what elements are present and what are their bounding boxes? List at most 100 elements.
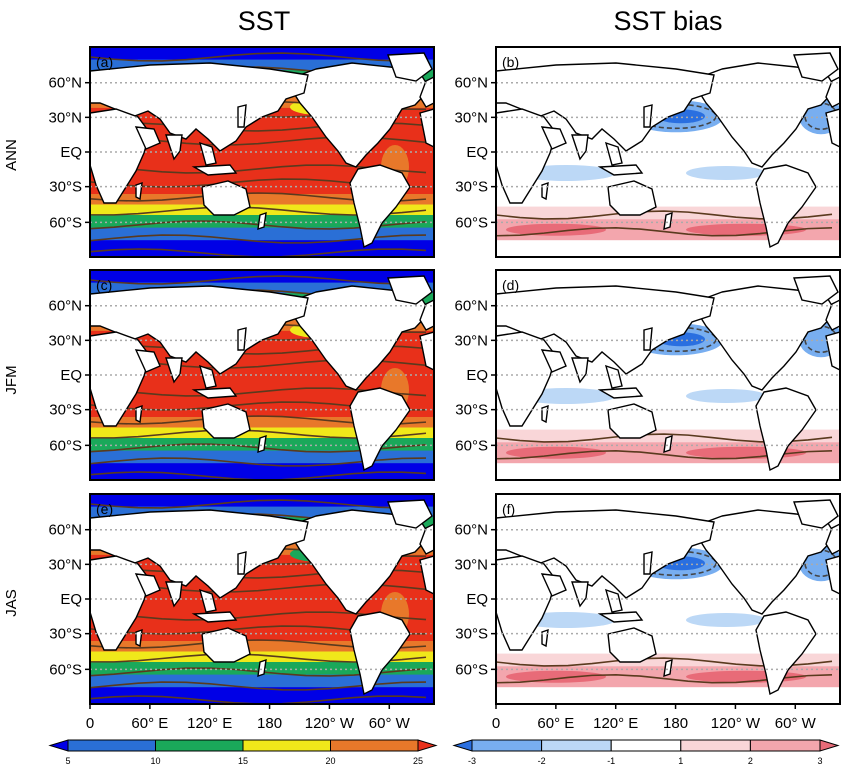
latitude-tick-label: 30°N — [48, 556, 82, 573]
sst-map-panel: (c) 60°N 30°N EQ 30°S 60°S — [48, 269, 435, 481]
colorbar-tick-label: 15 — [238, 756, 248, 766]
colorbar-segment — [471, 739, 543, 752]
latitude-tick-label: 60°S — [49, 214, 82, 231]
sst-band — [90, 227, 434, 241]
sst-colorbar: 5 10 15 20 25 — [48, 739, 438, 766]
latitude-tick-label: 30°S — [49, 179, 82, 196]
longitude-tick-label: 120° E — [593, 715, 638, 732]
bias-region — [686, 166, 766, 180]
bias-region — [506, 670, 606, 683]
latitude-tick-label: EQ — [466, 367, 488, 384]
sst-bias-map-panel: (b) 60°N 30°N EQ 30°S 60°S — [454, 46, 841, 258]
latitude-tick-label: EQ — [60, 591, 82, 608]
sst-band — [90, 651, 434, 663]
latitude-tick-label: 30°S — [49, 402, 82, 419]
column-title-sst-bias: SST bias — [613, 6, 722, 36]
latitude-tick-label: EQ — [60, 367, 82, 384]
sst-band — [90, 506, 434, 518]
longitude-tick-label: 120° W — [305, 715, 355, 732]
bias-region — [496, 429, 840, 443]
sst-bias-map-panel: (f) 60°N 30°N EQ 30°S 60°S — [454, 493, 841, 705]
bias-region — [506, 446, 606, 459]
latitude-tick-label: 30°S — [49, 626, 82, 643]
colorbar-segment — [680, 739, 751, 752]
colorbar-tick-label: 20 — [325, 756, 335, 766]
longitude-tick-label: 120° E — [187, 715, 232, 732]
latitude-tick-label: 60°S — [49, 661, 82, 678]
panel-label: (d) — [502, 277, 519, 293]
colorbar-segment — [749, 739, 821, 752]
latitude-tick-label: 60°N — [48, 75, 82, 92]
colorbar-tick-label: 10 — [150, 756, 160, 766]
latitude-tick-label: 30°N — [454, 332, 488, 349]
colorbar-segment — [330, 739, 419, 752]
sst-band — [90, 59, 434, 71]
row-label-jfm: JFM — [3, 365, 20, 394]
sst-bias-map-panel: (d) 60°N 30°N EQ 30°S 60°S — [454, 269, 841, 481]
sst-map-panel: (a) 60°N 30°N EQ 30°S 60°S — [48, 46, 435, 258]
panel-label: (b) — [502, 54, 519, 70]
panel-label: (c) — [96, 277, 112, 293]
colorbar-segment — [242, 739, 331, 752]
colorbar-tick-label: 25 — [413, 756, 423, 766]
colorbar-segment — [67, 739, 156, 752]
longitude-tick-label: 60° W — [369, 715, 411, 732]
latitude-tick-label: 60°S — [455, 214, 488, 231]
latitude-tick-label: 60°N — [48, 522, 82, 539]
longitude-tick-label: 180 — [663, 715, 688, 732]
sst-band — [90, 463, 434, 480]
panel-label: (a) — [96, 54, 113, 70]
row-label-jas: JAS — [3, 589, 20, 617]
longitude-tick-label: 60° E — [537, 715, 574, 732]
contour-line — [90, 275, 427, 285]
colorbar-segment — [541, 739, 612, 752]
longitude-tick-label: 0 — [492, 715, 500, 732]
colorbar-tick-label: -3 — [468, 756, 476, 766]
colorbar-segment — [155, 739, 244, 752]
latitude-tick-label: 60°N — [454, 75, 488, 92]
longitude-tick-label: 120° W — [711, 715, 761, 732]
sst-band — [90, 674, 434, 688]
colorbar-tick-label: 2 — [748, 756, 753, 766]
contour-line — [90, 52, 427, 62]
latitude-tick-label: 30°N — [48, 109, 82, 126]
longitude-tick-label: 60° W — [775, 715, 817, 732]
sst-band — [90, 417, 434, 428]
latitude-tick-label: 30°S — [455, 179, 488, 196]
sst-band — [90, 204, 434, 216]
sst-band — [90, 450, 434, 464]
colorbar-segment — [48, 739, 69, 752]
latitude-tick-label: 30°S — [455, 402, 488, 419]
latitude-tick-label: 30°S — [455, 626, 488, 643]
colorbar-tick-label: 5 — [65, 756, 70, 766]
latitude-tick-label: 60°N — [454, 298, 488, 315]
contour-line — [90, 499, 427, 509]
latitude-tick-label: 30°N — [454, 109, 488, 126]
bias-region — [686, 389, 766, 403]
longitude-tick-label: 60° E — [131, 715, 168, 732]
panel-label: (e) — [96, 501, 113, 517]
sst-band — [90, 687, 434, 704]
sst-band — [90, 641, 434, 652]
colorbar-segment — [819, 739, 840, 752]
sst-band — [90, 194, 434, 205]
latitude-tick-label: EQ — [60, 144, 82, 161]
colorbar-segment — [417, 739, 438, 752]
latitude-tick-label: 60°S — [49, 437, 82, 454]
longitude-tick-label: 180 — [257, 715, 282, 732]
panel-label: (f) — [502, 501, 515, 517]
sst-band — [90, 282, 434, 294]
colorbar-tick-label: 3 — [817, 756, 822, 766]
bias-region — [496, 206, 840, 220]
latitude-tick-label: 60°S — [455, 661, 488, 678]
latitude-tick-label: 30°N — [454, 556, 488, 573]
bias-region — [506, 223, 606, 236]
latitude-tick-label: 60°N — [454, 522, 488, 539]
latitude-tick-label: 30°N — [48, 332, 82, 349]
column-title-sst: SST — [238, 6, 291, 36]
colorbar-tick-label: -1 — [607, 756, 615, 766]
row-label-ann: ANN — [3, 139, 20, 171]
colorbar-tick-label: 1 — [678, 756, 683, 766]
sst-band — [90, 427, 434, 439]
